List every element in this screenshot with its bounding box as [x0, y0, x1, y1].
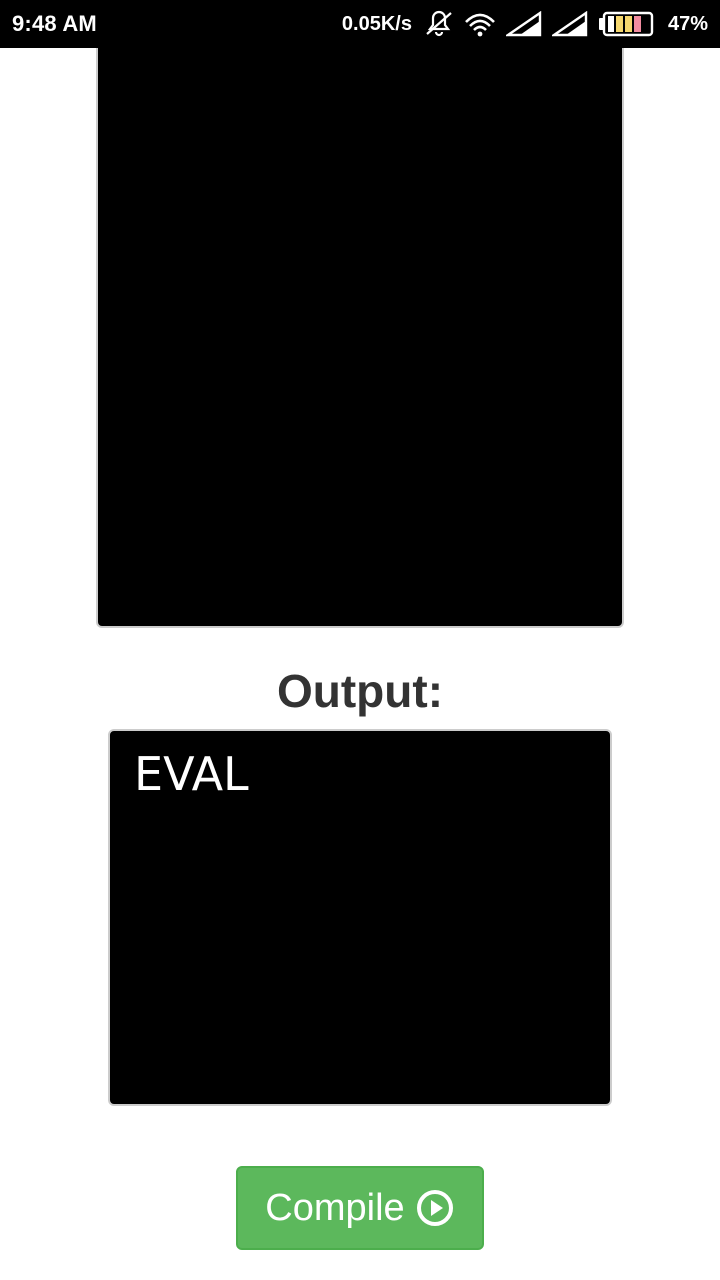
- signal-icon: [505, 11, 542, 37]
- output-box: EVAL: [108, 729, 612, 1106]
- battery-icon: [598, 11, 654, 37]
- code-editor[interactable]: [96, 48, 624, 628]
- play-circle-icon: [415, 1188, 455, 1228]
- signal-icon: [551, 11, 588, 37]
- vibrate-off-icon: [424, 10, 454, 38]
- status-time: 9:48 AM: [12, 11, 97, 36]
- status-bar: 9:48 AM 0.05K/s: [0, 0, 720, 48]
- output-text: EVAL: [134, 747, 249, 801]
- wifi-icon: [464, 10, 496, 38]
- network-speed: 0.05K/s: [341, 12, 412, 35]
- compile-button-label: Compile: [265, 1186, 405, 1229]
- status-icons: 0.05K/s: [342, 10, 708, 38]
- output-title: Output:: [276, 665, 444, 717]
- battery-percent: 47%: [667, 12, 708, 35]
- compile-button[interactable]: Compile: [236, 1166, 484, 1250]
